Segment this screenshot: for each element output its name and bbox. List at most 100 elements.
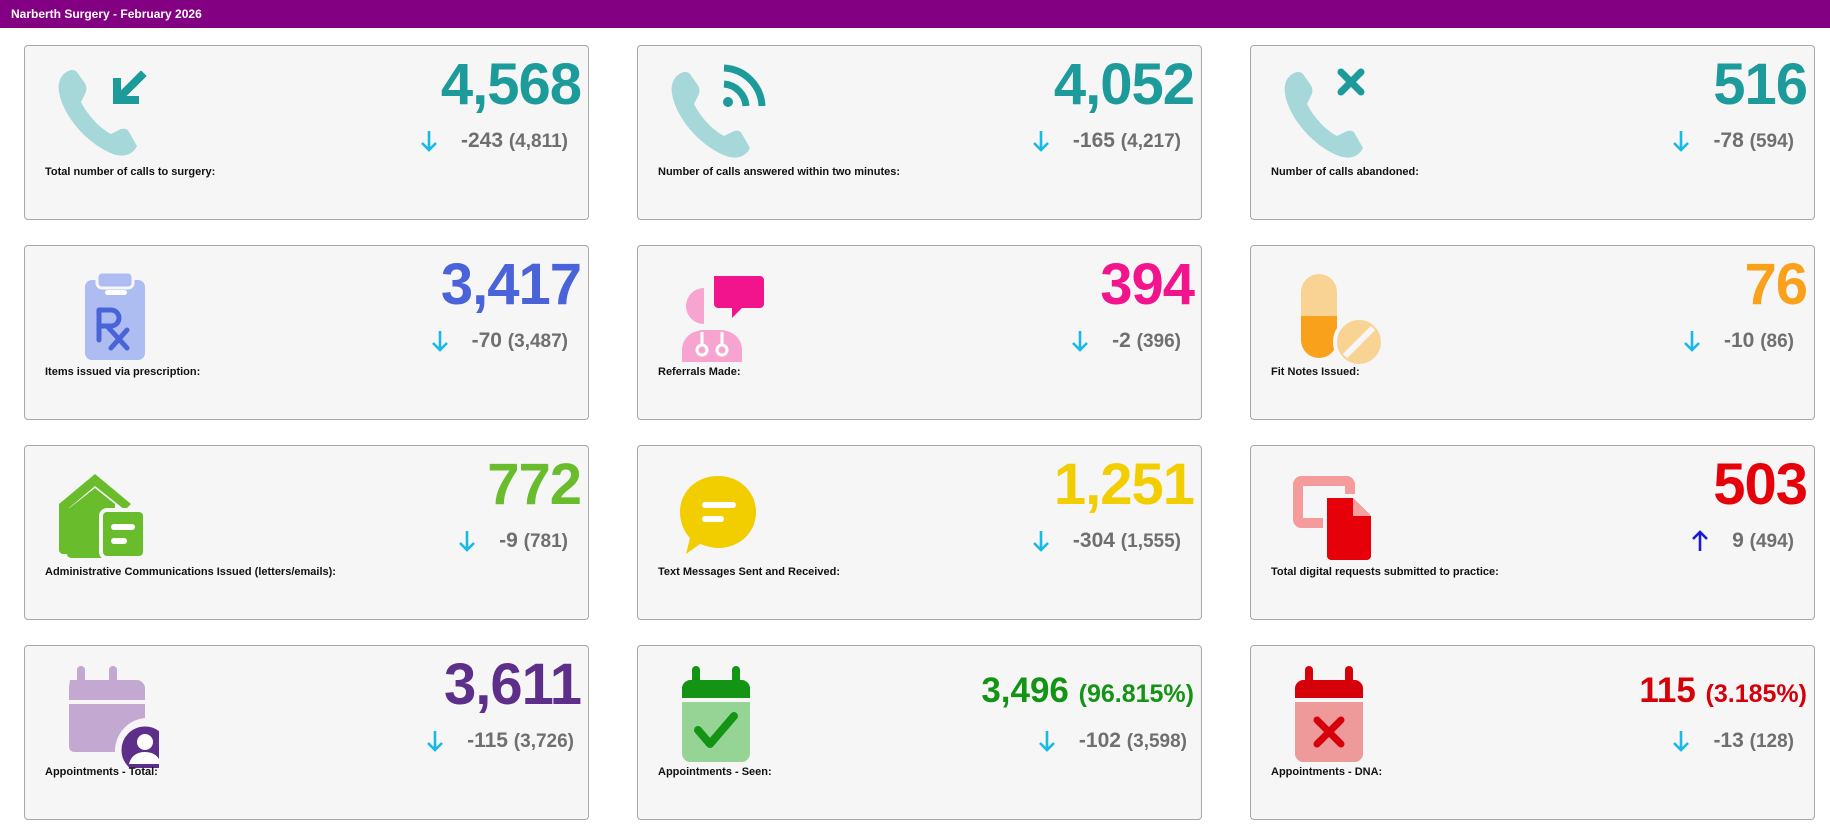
- stat-label: Appointments - Seen:: [658, 766, 772, 778]
- arrow-down-icon: [1671, 728, 1691, 754]
- arrow-up-icon: [1690, 528, 1710, 554]
- stat-card-calls-answered: 4,052 -165 (4,217) Number of calls answe…: [637, 45, 1202, 220]
- arrow-down-icon: [457, 528, 477, 554]
- stat-delta: -78: [1713, 129, 1744, 152]
- stat-value: 76: [1744, 252, 1808, 317]
- doctor-chat-icon: [662, 258, 772, 368]
- stat-previous: (3,598): [1126, 731, 1187, 752]
- stat-card-referrals: 394 -2 (396) Referrals Made:: [637, 245, 1202, 420]
- arrow-down-icon: [1671, 128, 1691, 154]
- stat-label: Administrative Communications Issued (le…: [45, 566, 336, 578]
- phone-signal-icon: [662, 58, 772, 168]
- stat-value-number: 3,496: [981, 671, 1069, 710]
- stat-previous: (494): [1749, 531, 1794, 552]
- calendar-user-icon: [49, 658, 159, 768]
- stat-previous: (594): [1749, 131, 1794, 152]
- stat-change: -70 (3,487): [430, 326, 568, 357]
- calendar-check-icon: [662, 658, 772, 768]
- stat-previous: (396): [1136, 331, 1181, 352]
- stat-card-digital-requests: 503 9 (494) Total digital requests submi…: [1250, 445, 1815, 620]
- stat-delta: -304: [1072, 529, 1115, 552]
- stat-value: 4,052: [1053, 52, 1195, 117]
- stat-delta: -243: [460, 129, 503, 152]
- stat-change: 9 (494): [1690, 526, 1794, 557]
- stat-change: -9 (781): [457, 526, 568, 557]
- stat-value: 516: [1713, 52, 1808, 117]
- stat-delta: -10: [1724, 329, 1755, 352]
- stat-label: Number of calls answered within two minu…: [658, 166, 901, 178]
- stat-label: Appointments - DNA:: [1271, 766, 1383, 778]
- stat-value: 394: [1100, 252, 1195, 317]
- arrow-down-icon: [430, 328, 450, 354]
- arrow-down-icon: [425, 728, 445, 754]
- stat-label: Number of calls abandoned:: [1271, 166, 1419, 178]
- stat-delta: -13: [1713, 729, 1744, 752]
- stat-card-text-messages: 1,251 -304 (1,555) Text Messages Sent an…: [637, 445, 1202, 620]
- stat-previous: (3,487): [507, 331, 568, 352]
- stat-change: -165 (4,217): [1031, 126, 1181, 157]
- stat-value-number: 115: [1639, 671, 1696, 710]
- stat-delta: -165: [1072, 129, 1115, 152]
- stat-label: Total number of calls to surgery:: [45, 166, 216, 178]
- missed-call-icon: [1275, 58, 1385, 168]
- calendar-cross-icon: [1275, 658, 1385, 768]
- stat-change: -304 (1,555): [1031, 526, 1181, 557]
- stat-card-total-calls: 4,568 -243 (4,811) Total number of calls…: [24, 45, 589, 220]
- stat-value: 772: [487, 452, 582, 517]
- stat-label: Referrals Made:: [658, 366, 741, 378]
- report-header: Narberth Surgery - February 2026: [0, 0, 1830, 28]
- arrow-down-icon: [1037, 728, 1057, 754]
- house-letter-icon: [49, 458, 159, 568]
- stat-card-appointments-seen: 3,496 (96.815%) -102 (3,598) Appointment…: [637, 645, 1202, 820]
- stat-label: Items issued via prescription:: [45, 366, 201, 378]
- stat-card-prescriptions: 3,417 -70 (3,487) Items issued via presc…: [24, 245, 589, 420]
- stat-label: Total digital requests submitted to prac…: [1271, 566, 1499, 578]
- stat-change: -10 (86): [1682, 326, 1794, 357]
- stat-previous: (4,811): [508, 131, 568, 152]
- stat-card-appointments-dna: 115 (3.185%) -13 (128) Appointments - DN…: [1250, 645, 1815, 820]
- stat-value: 4,568: [440, 52, 582, 117]
- stat-value: 503: [1713, 452, 1808, 517]
- stat-card-calls-abandoned: 516 -78 (594) Number of calls abandoned:: [1250, 45, 1815, 220]
- arrow-down-icon: [1031, 528, 1051, 554]
- stat-previous: (1,555): [1120, 531, 1181, 552]
- stat-label: Fit Notes Issued:: [1271, 366, 1360, 378]
- stat-delta: -2: [1112, 329, 1131, 352]
- stat-change: -115 (3,726): [425, 726, 574, 757]
- stat-change: -13 (128): [1671, 726, 1794, 757]
- stat-value: 115 (3.185%): [1639, 666, 1807, 719]
- arrow-down-icon: [1031, 128, 1051, 154]
- stat-previous: (781): [523, 531, 568, 552]
- stat-delta: -9: [499, 529, 518, 552]
- stat-previous: (86): [1760, 331, 1794, 352]
- arrow-down-icon: [1070, 328, 1090, 354]
- stat-delta: -115: [467, 729, 508, 752]
- stat-previous: (4,217): [1120, 131, 1181, 152]
- pills-icon: [1275, 258, 1385, 368]
- arrow-down-icon: [1682, 328, 1702, 354]
- stat-value: 3,496 (96.815%): [981, 666, 1194, 719]
- report-title: Narberth Surgery - February 2026: [11, 7, 202, 21]
- stat-value: 3,611: [444, 652, 582, 717]
- incoming-call-icon: [49, 58, 159, 168]
- stat-card-fit-notes: 76 -10 (86) Fit Notes Issued:: [1250, 245, 1815, 420]
- speech-bubble-icon: [662, 458, 772, 568]
- stat-delta: -70: [471, 329, 502, 352]
- stat-card-admin-communications: 772 -9 (781) Administrative Communicatio…: [24, 445, 589, 620]
- stat-delta: -102: [1078, 729, 1121, 752]
- stat-label: Text Messages Sent and Received:: [658, 566, 840, 578]
- stat-change: -102 (3,598): [1037, 726, 1187, 757]
- stat-previous: (3,726): [513, 731, 574, 752]
- stat-card-appointments-total: 3,611 -115 (3,726) Appointments - Total:: [24, 645, 589, 820]
- stat-delta: 9: [1732, 529, 1744, 552]
- prescription-clipboard-icon: [49, 258, 159, 368]
- stat-value: 3,417: [440, 252, 582, 317]
- stat-percentage: (96.815%): [1078, 680, 1194, 708]
- stat-percentage: (3.185%): [1705, 680, 1807, 708]
- arrow-down-icon: [419, 128, 439, 154]
- digital-document-icon: [1275, 458, 1385, 568]
- stat-change: -2 (396): [1070, 326, 1181, 357]
- stat-change: -78 (594): [1671, 126, 1794, 157]
- stat-label: Appointments - Total:: [45, 766, 158, 778]
- stat-value: 1,251: [1053, 452, 1195, 517]
